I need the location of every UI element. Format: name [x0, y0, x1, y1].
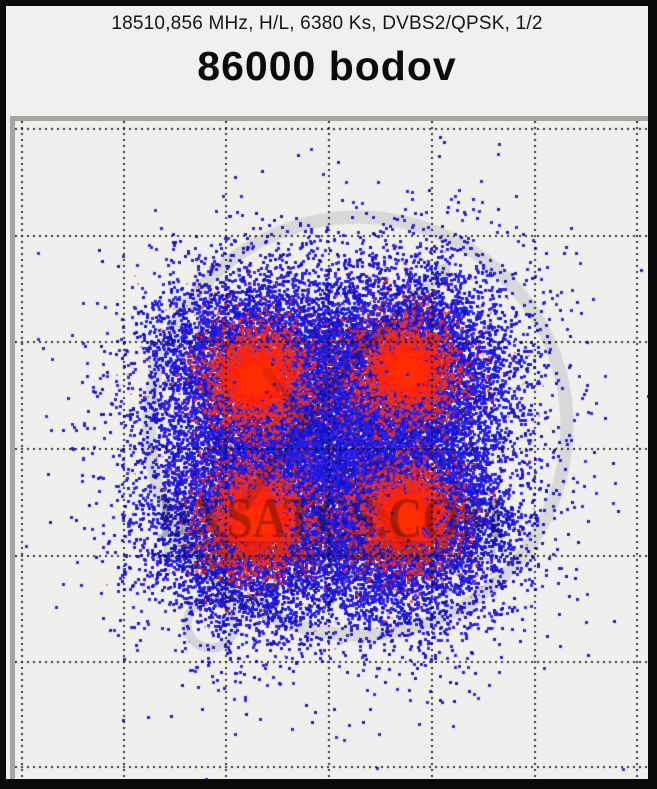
constellation-scatter-canvas: [15, 121, 648, 779]
constellation-panel: [10, 116, 648, 779]
points-count-title: 86000 bodov: [197, 43, 457, 89]
carrier-info-text: 18510,856 MHz, H/L, 6380 Ks, DVBS2/QPSK,…: [111, 13, 543, 34]
